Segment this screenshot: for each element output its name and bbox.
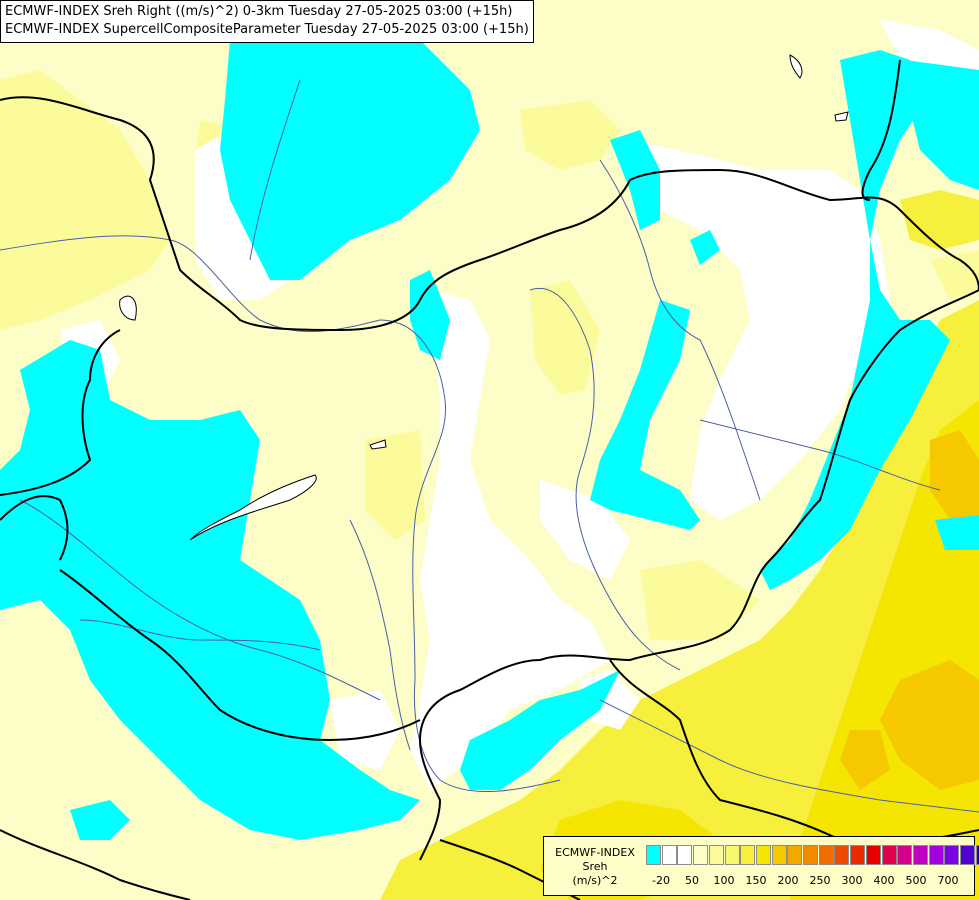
map-title-box: ECMWF-INDEX Sreh Right ((m/s)^2) 0-3km T… bbox=[0, 0, 534, 43]
country-borders bbox=[0, 59, 979, 900]
legend-swatch bbox=[834, 845, 850, 865]
legend-swatch bbox=[646, 845, 661, 865]
legend-swatch bbox=[975, 845, 979, 865]
legend-swatch bbox=[897, 845, 913, 865]
legend-swatch bbox=[865, 845, 881, 865]
legend-swatch bbox=[677, 845, 693, 865]
high-helicity-areas bbox=[380, 190, 979, 900]
legend-tick-label: 150 bbox=[745, 874, 767, 887]
legend-swatch bbox=[661, 845, 677, 865]
legend-label-line1: ECMWF-INDEX bbox=[555, 846, 635, 859]
legend-swatch bbox=[708, 845, 724, 865]
negative-helicity-areas bbox=[0, 20, 979, 840]
legend-tick-label: 700 bbox=[937, 874, 959, 887]
legend-swatch bbox=[803, 845, 818, 865]
legend-swatch bbox=[693, 845, 709, 865]
legend-tick-label: 300 bbox=[841, 874, 863, 887]
legend-tick-label: -20 bbox=[652, 874, 670, 887]
legend-swatch bbox=[928, 845, 944, 865]
legend-label-line2: Sreh bbox=[582, 860, 608, 873]
legend-tick-label: 100 bbox=[713, 874, 735, 887]
legend-tick-label: 500 bbox=[905, 874, 927, 887]
legend-swatch bbox=[787, 845, 803, 865]
legend-swatch bbox=[960, 845, 975, 865]
legend-label-line3: (m/s)^2 bbox=[572, 874, 618, 887]
map-title-line2: ECMWF-INDEX SupercellCompositeParameter … bbox=[5, 22, 529, 37]
legend-tick-label: 400 bbox=[873, 874, 895, 887]
legend-swatch bbox=[850, 845, 866, 865]
legend-swatch bbox=[944, 845, 960, 865]
legend-tick-label: 200 bbox=[777, 874, 799, 887]
legend-swatch bbox=[755, 845, 771, 865]
legend-swatch bbox=[912, 845, 928, 865]
legend-swatch bbox=[740, 845, 756, 865]
legend-swatch bbox=[771, 845, 787, 865]
legend-swatch bbox=[818, 845, 834, 865]
color-legend: ECMWF-INDEX Sreh (m/s)^2 -20 50 100 150 200 2… bbox=[543, 836, 979, 896]
map-title-line1: ECMWF-INDEX Sreh Right ((m/s)^2) 0-3km T… bbox=[5, 4, 513, 19]
peak-helicity-areas bbox=[840, 430, 979, 790]
legend-swatch bbox=[724, 845, 740, 865]
rivers bbox=[0, 79, 979, 813]
legend-tick-label: 250 bbox=[809, 874, 831, 887]
legend-swatch bbox=[881, 845, 897, 865]
legend-tick-label: 50 bbox=[685, 874, 699, 887]
lakes bbox=[119, 54, 849, 541]
